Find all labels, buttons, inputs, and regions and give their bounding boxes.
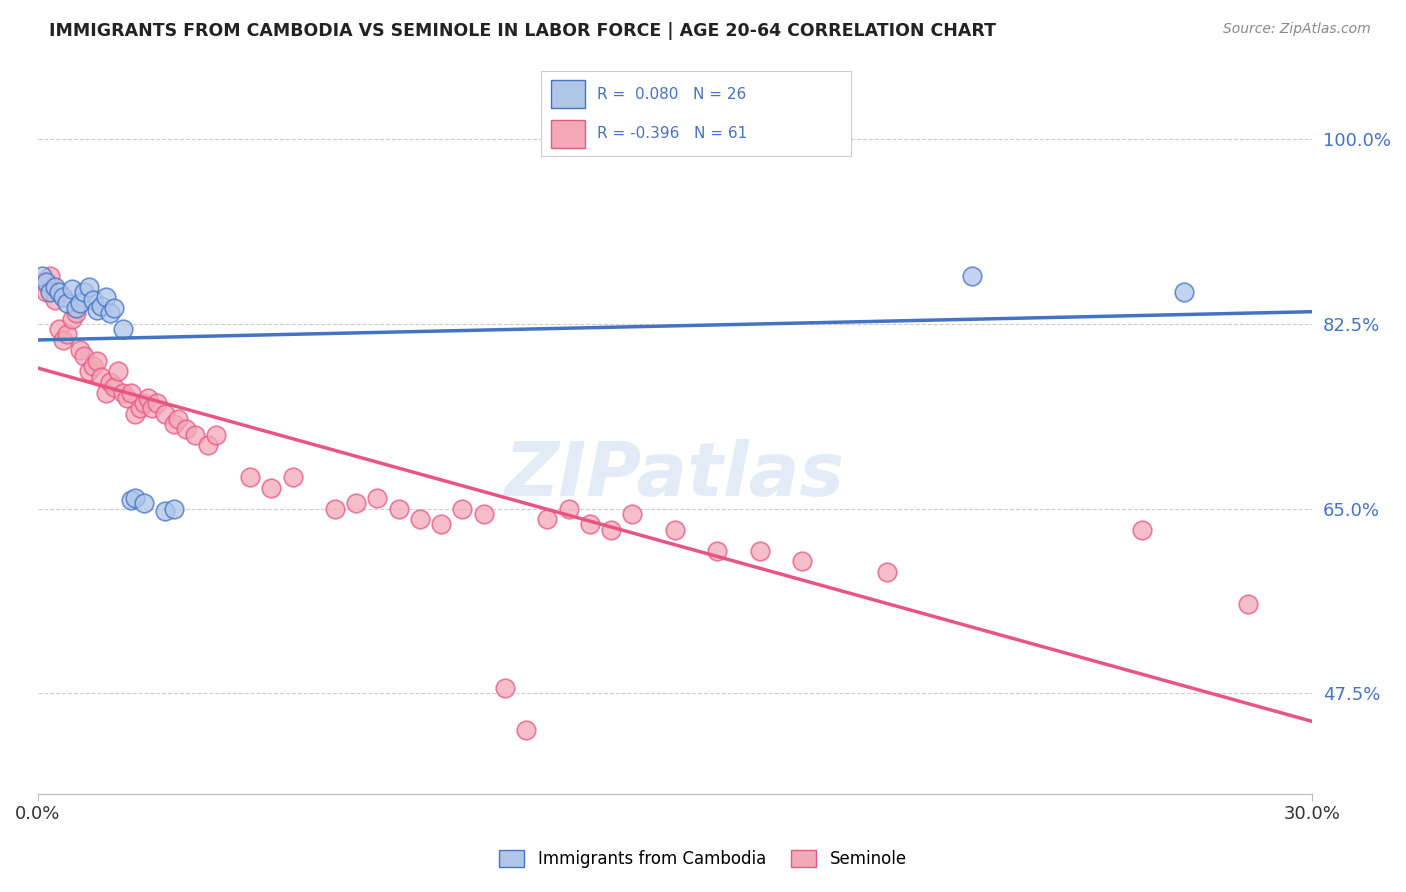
- Point: [281, 470, 304, 484]
- Point: [1130, 523, 1153, 537]
- Point: [86, 303, 108, 318]
- Point: [44, 293, 66, 307]
- Point: [69, 343, 91, 358]
- Point: [472, 507, 495, 521]
- Point: [494, 681, 516, 695]
- Point: [344, 496, 367, 510]
- Point: [35, 275, 58, 289]
- Point: [515, 723, 537, 738]
- Text: R =  0.080   N = 26: R = 0.080 N = 26: [598, 87, 747, 102]
- Point: [65, 306, 87, 320]
- Point: [31, 269, 53, 284]
- Point: [90, 369, 112, 384]
- Point: [141, 401, 163, 416]
- Point: [120, 493, 142, 508]
- Point: [48, 322, 70, 336]
- FancyBboxPatch shape: [551, 80, 585, 108]
- Point: [166, 412, 188, 426]
- Point: [111, 385, 134, 400]
- Point: [98, 375, 121, 389]
- Point: [128, 401, 150, 416]
- Point: [260, 481, 283, 495]
- Point: [98, 306, 121, 320]
- Point: [1237, 597, 1260, 611]
- Point: [600, 523, 623, 537]
- Point: [162, 501, 184, 516]
- Text: ZIPatlas: ZIPatlas: [505, 439, 845, 512]
- Point: [451, 501, 474, 516]
- Point: [48, 285, 70, 300]
- Point: [748, 544, 770, 558]
- Point: [56, 327, 79, 342]
- Point: [60, 311, 83, 326]
- Point: [82, 359, 104, 373]
- Point: [323, 501, 346, 516]
- Point: [205, 427, 228, 442]
- Point: [366, 491, 388, 505]
- Point: [132, 496, 155, 510]
- Point: [162, 417, 184, 432]
- Text: IMMIGRANTS FROM CAMBODIA VS SEMINOLE IN LABOR FORCE | AGE 20-64 CORRELATION CHAR: IMMIGRANTS FROM CAMBODIA VS SEMINOLE IN …: [49, 22, 997, 40]
- Point: [94, 385, 117, 400]
- Point: [103, 301, 125, 315]
- Point: [77, 280, 100, 294]
- Point: [664, 523, 686, 537]
- FancyBboxPatch shape: [551, 120, 585, 147]
- Point: [35, 285, 58, 300]
- Point: [706, 544, 728, 558]
- Point: [557, 501, 579, 516]
- Point: [388, 501, 411, 516]
- Point: [65, 301, 87, 315]
- Point: [39, 285, 62, 300]
- Point: [111, 322, 134, 336]
- Point: [960, 269, 983, 284]
- Point: [184, 427, 207, 442]
- Point: [39, 269, 62, 284]
- Point: [120, 385, 142, 400]
- Point: [56, 295, 79, 310]
- Point: [44, 280, 66, 294]
- Point: [430, 517, 453, 532]
- Point: [124, 491, 146, 505]
- Point: [73, 285, 96, 300]
- Point: [115, 391, 138, 405]
- Point: [153, 504, 176, 518]
- Point: [82, 293, 104, 307]
- Point: [176, 422, 198, 436]
- Point: [103, 380, 125, 394]
- Point: [94, 291, 117, 305]
- Point: [136, 391, 159, 405]
- Point: [621, 507, 644, 521]
- Point: [792, 554, 814, 568]
- Point: [86, 354, 108, 368]
- Point: [197, 438, 219, 452]
- Point: [536, 512, 558, 526]
- Point: [31, 275, 53, 289]
- Point: [52, 291, 75, 305]
- Point: [145, 396, 167, 410]
- Point: [1173, 285, 1195, 300]
- Point: [579, 517, 602, 532]
- Point: [409, 512, 432, 526]
- Point: [90, 299, 112, 313]
- Legend: Immigrants from Cambodia, Seminole: Immigrants from Cambodia, Seminole: [494, 843, 912, 875]
- Point: [124, 407, 146, 421]
- Point: [876, 565, 898, 579]
- Point: [52, 333, 75, 347]
- Text: Source: ZipAtlas.com: Source: ZipAtlas.com: [1223, 22, 1371, 37]
- Point: [239, 470, 262, 484]
- Point: [69, 295, 91, 310]
- Point: [153, 407, 176, 421]
- Point: [132, 396, 155, 410]
- Point: [73, 349, 96, 363]
- Point: [77, 364, 100, 378]
- Point: [60, 282, 83, 296]
- Text: R = -0.396   N = 61: R = -0.396 N = 61: [598, 126, 747, 141]
- Point: [107, 364, 129, 378]
